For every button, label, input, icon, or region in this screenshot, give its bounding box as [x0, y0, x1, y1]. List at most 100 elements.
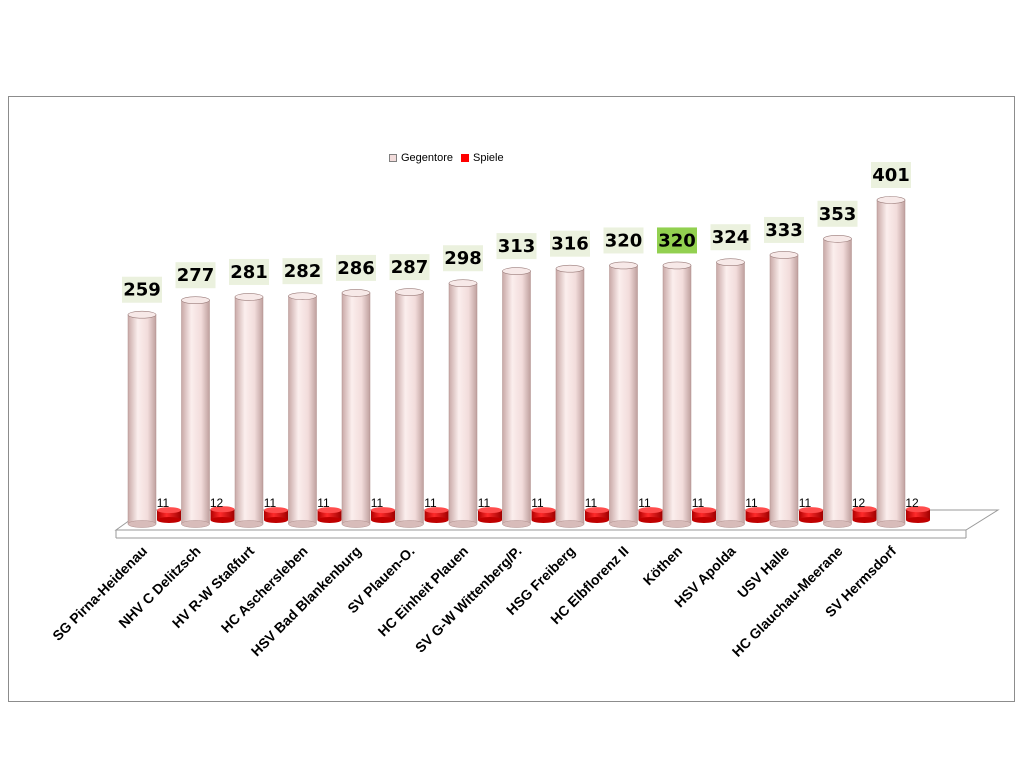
value-label-text: 316 — [551, 234, 589, 255]
bar-spiele-body — [317, 510, 342, 520]
value-label-box — [603, 227, 644, 254]
bar-gegentore-top — [395, 288, 424, 296]
bar-spiele-sv-g-w-wittenberg-p — [531, 507, 556, 523]
value-label-box — [282, 258, 323, 285]
bar-gegentore-base — [502, 520, 531, 528]
bar-spiele-base — [210, 517, 235, 523]
value-label-spiele-sv-hermsdorf: 12 — [905, 496, 919, 510]
bar-spiele-top — [157, 507, 181, 514]
bar-spiele-hsv-apolda — [745, 507, 770, 523]
value-label-text: 353 — [819, 204, 857, 225]
value-label-text: 281 — [230, 262, 268, 283]
value-label-gegentore-nhv-c-delitzsch: 277 — [175, 262, 216, 289]
bar-spiele-body — [906, 509, 930, 520]
value-label-text: 277 — [177, 265, 215, 286]
bar-gegentore-base — [876, 520, 906, 528]
value-label-gegentore-usv-halle: 333 — [764, 216, 804, 243]
bar-spiele-base — [745, 517, 770, 523]
bar-spiele-hc-aschersleben — [317, 507, 342, 523]
bar-spiele-top — [478, 507, 502, 514]
value-label-box — [229, 258, 269, 285]
value-label-text: 333 — [765, 220, 803, 241]
bar-gegentore-top — [288, 292, 317, 300]
bar-gegentore-body — [609, 265, 638, 525]
bar-spiele-sv-plauen-o — [424, 507, 449, 523]
value-label-text: 286 — [337, 258, 375, 279]
value-label-text: 401 — [872, 165, 910, 186]
value-label-gegentore-sv-plauen-o: 287 — [389, 254, 430, 281]
bar-gegentore-top — [876, 196, 906, 204]
value-label-box — [496, 233, 537, 260]
bar-spiele-body — [157, 510, 181, 520]
bar-gegentore-body — [555, 268, 585, 525]
value-label-gegentore-hc-glauchau-meerane: 353 — [817, 200, 858, 227]
bar-spiele-top — [424, 507, 449, 514]
value-label-box — [175, 262, 216, 289]
bar-gegentore-hsv-apolda — [716, 258, 745, 528]
bar-gegentore-sv-g-w-wittenberg-p — [502, 267, 531, 528]
bar-spiele-köthen — [692, 507, 716, 523]
bar-gegentore-usv-halle — [769, 251, 799, 528]
bar-gegentore-base — [662, 520, 692, 528]
bar-gegentore-base — [448, 520, 478, 528]
bar-gegentore-body — [769, 254, 799, 525]
bar-gegentore-base — [181, 520, 210, 528]
value-label-spiele-hv-r-w-staßfurt: 11 — [264, 496, 277, 510]
bar-spiele-top — [531, 507, 556, 514]
bar-spiele-base — [692, 517, 716, 523]
bar-spiele-base — [906, 517, 930, 523]
legend-item-gegentore: Gegentore — [389, 152, 453, 164]
bar-spiele-base — [531, 517, 556, 523]
bar-spiele-top — [264, 507, 288, 514]
bar-spiele-body — [371, 510, 395, 520]
value-label-gegentore-hc-elbflorenz-ii: 320 — [603, 227, 644, 254]
bar-gegentore-hc-elbflorenz-ii — [609, 261, 638, 528]
value-label-gegentore-sg-pirna-heidenau: 259 — [122, 276, 162, 303]
bar-spiele-hv-r-w-staßfurt — [264, 507, 288, 523]
bar-gegentore-top — [448, 279, 478, 288]
bar-gegentore-body — [341, 292, 371, 525]
legend: Gegentore Spiele — [389, 152, 512, 164]
value-label-spiele-sv-plauen-o: 11 — [424, 496, 437, 510]
bar-spiele-sv-hermsdorf — [906, 506, 930, 523]
bar-spiele-body — [692, 510, 716, 520]
bar-gegentore-base — [716, 520, 745, 528]
value-label-box — [657, 227, 697, 254]
bar-spiele-base — [157, 517, 181, 523]
bar-spiele-body — [585, 510, 609, 520]
bar-spiele-top — [210, 506, 235, 513]
value-label-gegentore-sv-g-w-wittenberg-p: 313 — [496, 233, 537, 260]
category-label-hc-einheit-plauen: HC Einheit Plauen — [375, 543, 472, 640]
bar-gegentore-top — [662, 261, 692, 270]
bar-gegentore-top — [823, 234, 852, 243]
bar-gegentore-base — [555, 520, 585, 528]
value-label-spiele-hc-einheit-plauen: 11 — [478, 496, 491, 510]
bar-gegentore-sv-hermsdorf — [876, 196, 906, 528]
bar-spiele-top — [371, 507, 395, 514]
bar-spiele-body — [745, 510, 770, 520]
category-label-sg-pirna-heidenau: SG Pirna-Heidenau — [49, 543, 150, 644]
legend-item-spiele: Spiele — [460, 152, 504, 164]
value-label-box — [389, 254, 430, 281]
legend-label-spiele: Spiele — [472, 152, 504, 164]
bar-gegentore-hv-r-w-staßfurt — [234, 293, 264, 528]
bar-spiele-body — [531, 510, 556, 520]
bar-gegentore-hc-glauchau-meerane — [823, 234, 852, 528]
bar-spiele-body — [799, 510, 823, 520]
value-label-box — [122, 276, 162, 303]
bar-spiele-base — [852, 517, 877, 523]
bar-spiele-body — [638, 510, 663, 520]
bar-spiele-base — [371, 517, 395, 523]
bar-gegentore-base — [609, 520, 638, 528]
value-label-text: 298 — [444, 248, 482, 269]
value-label-box — [871, 162, 911, 188]
value-label-spiele-usv-halle: 11 — [799, 496, 812, 510]
bar-spiele-base — [424, 517, 449, 523]
value-label-gegentore-hsv-apolda: 324 — [710, 224, 751, 251]
bar-spiele-top — [906, 506, 930, 513]
bar-spiele-body — [478, 510, 502, 520]
bar-gegentore-hsv-bad-blankenburg — [341, 289, 371, 528]
bar-spiele-sg-pirna-heidenau — [157, 507, 181, 523]
value-label-spiele-sv-g-w-wittenberg-p: 11 — [531, 496, 544, 510]
bar-spiele-top — [852, 506, 877, 513]
